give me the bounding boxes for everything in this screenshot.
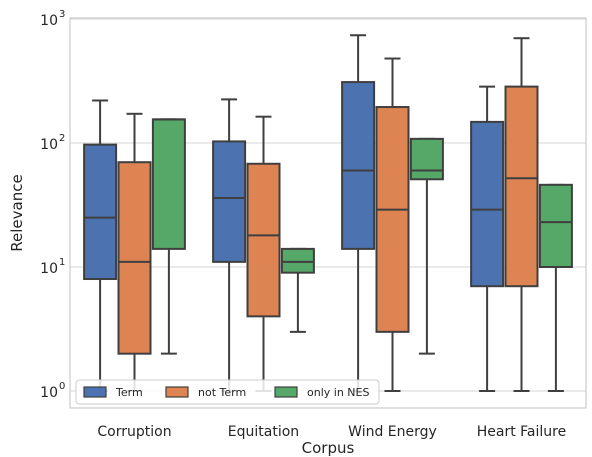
box xyxy=(151,118,186,250)
box xyxy=(504,85,539,288)
y-tick-exponent: 0 xyxy=(59,381,65,392)
box-group xyxy=(212,98,315,392)
box xyxy=(375,106,410,333)
y-tick-base: 10 xyxy=(40,13,58,29)
y-tick-label: 10 xyxy=(40,261,58,277)
box xyxy=(409,137,444,181)
x-tick-label: Corruption xyxy=(97,424,171,440)
y-tick-base: 10 xyxy=(40,137,58,153)
y-tick-label: 10 xyxy=(40,385,58,401)
legend-swatch xyxy=(83,386,107,398)
legend-swatch xyxy=(165,386,189,398)
plot-frame xyxy=(69,17,587,409)
x-tick-labels: Corruption Equitation Wind Energy Heart Fai… xyxy=(97,424,566,440)
y-tick-label: 10 xyxy=(40,13,58,29)
box-group xyxy=(341,34,444,392)
box xyxy=(341,81,376,250)
legend: Term not Term only in NES xyxy=(75,379,380,405)
legend-swatch xyxy=(274,386,298,398)
box-groups xyxy=(83,34,573,392)
box xyxy=(246,162,281,318)
y-tick-exponent: 3 xyxy=(59,9,65,20)
x-tick-label: Equitation xyxy=(228,424,299,440)
y-tick-exponent: 1 xyxy=(59,257,65,268)
box-group xyxy=(470,37,573,392)
box xyxy=(280,247,315,274)
box xyxy=(470,120,505,288)
y-tick-label: 10 xyxy=(40,137,58,153)
box xyxy=(117,161,152,355)
box xyxy=(212,140,247,263)
y-tick-exponent: 2 xyxy=(59,133,65,144)
y-tick-base: 10 xyxy=(40,385,58,401)
box-group xyxy=(83,99,186,392)
y-tick-base: 10 xyxy=(40,261,58,277)
y-axis-label: Relevance xyxy=(8,174,26,251)
legend-label: Term xyxy=(115,386,143,399)
legend-label: only in NES xyxy=(307,386,369,399)
x-tick-label: Heart Failure xyxy=(477,424,566,440)
x-axis-label: Corpus xyxy=(302,439,355,457)
legend-frame xyxy=(75,379,380,405)
box xyxy=(538,183,573,268)
x-tick-label: Wind Energy xyxy=(348,424,437,440)
box xyxy=(83,143,118,281)
legend-label: not Term xyxy=(198,386,246,399)
